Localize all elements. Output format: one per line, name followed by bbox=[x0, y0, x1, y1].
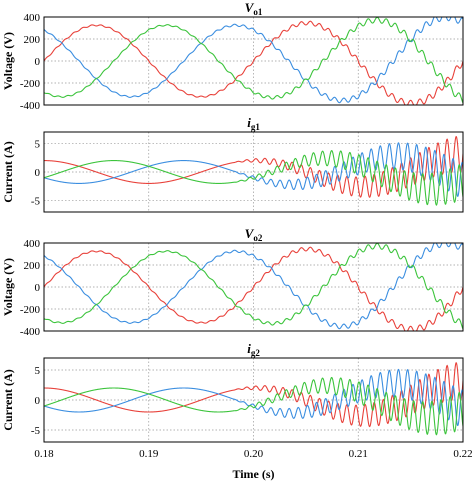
panel-title-sub: o1 bbox=[253, 7, 263, 17]
plot-border bbox=[43, 242, 464, 332]
panel-2: 5 0 -5 Current (A) ig1 bbox=[1, 115, 464, 213]
series-line-2 bbox=[44, 142, 463, 197]
y-axis-label: Voltage (V) bbox=[1, 258, 15, 316]
panel-title: Vo1 bbox=[245, 0, 263, 17]
panel-3: 400 200 0 -200 -400 Voltage (V) Vo2 bbox=[1, 226, 464, 338]
y-axis-label: Voltage (V) bbox=[1, 32, 15, 90]
series-line-3 bbox=[44, 149, 463, 206]
y-tick-label: -400 bbox=[20, 326, 41, 338]
series-line-1 bbox=[44, 246, 463, 331]
y-tick-label: -200 bbox=[20, 304, 41, 316]
y-tick-label: 0 bbox=[35, 167, 41, 179]
panel-title: Vo2 bbox=[245, 226, 263, 243]
panel-title-sub: g1 bbox=[251, 122, 261, 132]
y-tick-label: 400 bbox=[24, 12, 41, 24]
series-line-3 bbox=[44, 243, 463, 330]
panel-title: ig2 bbox=[247, 341, 260, 358]
panel-title-sub: g2 bbox=[251, 348, 261, 358]
series-line-2 bbox=[44, 368, 463, 427]
panel-1: 400 200 0 -200 -400 Voltage (V) Vo1 bbox=[1, 0, 464, 112]
y-tick-label: 0 bbox=[35, 395, 41, 407]
y-tick-label: 0 bbox=[35, 282, 41, 294]
panel-title-main: i bbox=[247, 341, 251, 356]
y-tick-label: 0 bbox=[35, 56, 41, 68]
y-axis-label: Current (A) bbox=[1, 369, 15, 430]
y-tick-label: -400 bbox=[20, 100, 41, 112]
plot-border bbox=[43, 16, 464, 106]
panel-title-sub: o2 bbox=[253, 233, 263, 243]
panel-title: ig1 bbox=[247, 115, 260, 132]
y-axis-label: Current (A) bbox=[1, 141, 15, 202]
x-tick-label: 0.19 bbox=[139, 448, 159, 460]
y-tick-label: 200 bbox=[24, 260, 41, 272]
panel-4: 5 0 -5 Current (A) ig2 bbox=[1, 341, 464, 443]
x-tick-label: 0.20 bbox=[244, 448, 264, 460]
panel-title-main: i bbox=[247, 115, 251, 130]
y-tick-label: 5 bbox=[35, 365, 41, 377]
series-line-2 bbox=[44, 17, 463, 104]
plot-border bbox=[43, 131, 464, 213]
y-tick-label: 400 bbox=[24, 238, 41, 250]
y-tick-label: -200 bbox=[20, 78, 41, 90]
series-line-2 bbox=[44, 243, 463, 330]
series-line-1 bbox=[44, 20, 463, 105]
plot-border bbox=[43, 357, 464, 443]
panel-title-main: V bbox=[245, 226, 255, 241]
series-line-3 bbox=[44, 17, 463, 104]
y-tick-label: 5 bbox=[35, 138, 41, 150]
series-line-3 bbox=[44, 376, 463, 436]
x-tick-label: 0.21 bbox=[349, 448, 368, 460]
y-tick-label: -5 bbox=[31, 425, 41, 437]
y-tick-label: -5 bbox=[31, 196, 41, 208]
y-tick-label: 200 bbox=[24, 34, 41, 46]
x-axis-label: Time (s) bbox=[232, 467, 274, 481]
panel-title-main: V bbox=[245, 0, 255, 15]
x-tick-label: 0.18 bbox=[34, 448, 54, 460]
x-tick-label: 0.22 bbox=[453, 448, 472, 460]
